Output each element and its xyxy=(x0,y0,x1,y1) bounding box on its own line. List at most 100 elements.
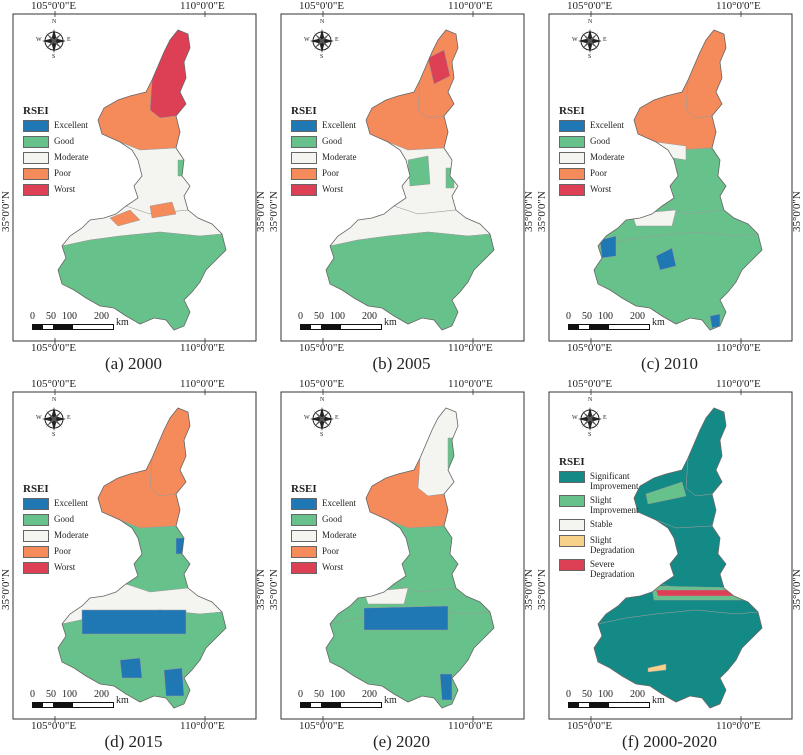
legend-label: Poor xyxy=(322,168,340,178)
lat-label-left: 35°0'0"N xyxy=(268,569,280,610)
scale-label: 100 xyxy=(62,689,77,700)
lon-label-top-right: 110°0'0"E xyxy=(180,0,225,12)
legend-label: Worst xyxy=(54,562,76,572)
scale-label: 100 xyxy=(598,689,613,700)
legend-swatch xyxy=(291,562,317,574)
scale-label: 0 xyxy=(298,689,303,700)
lat-label-right: 35°0'0"N xyxy=(791,191,803,232)
lon-label-top-left: 105°0'0"E xyxy=(567,378,613,390)
map-svg xyxy=(280,389,525,722)
legend-item: Excellent xyxy=(23,120,104,132)
region-polygon xyxy=(599,235,617,259)
lat-label-left: 35°0'0"N xyxy=(0,191,12,232)
legend-swatch xyxy=(559,535,585,547)
lon-label-top-right: 110°0'0"E xyxy=(716,378,761,390)
compass-n: N xyxy=(588,397,593,403)
legend-item: Poor xyxy=(23,168,104,180)
legend-swatch xyxy=(23,136,49,148)
province-outline xyxy=(593,29,763,331)
legend-item: Slight Improvement xyxy=(559,495,640,515)
map-panel: 105°0'0"E 110°0'0"E 105°0'0"E 110°0'0"E 35°0… xyxy=(268,0,535,377)
legend-label: Excellent xyxy=(322,498,356,508)
legend-title: RSEI xyxy=(291,483,317,495)
lon-label-bottom-left: 105°0'0"E xyxy=(567,342,613,354)
lon-label-bottom-left: 105°0'0"E xyxy=(31,342,77,354)
legend-label: Poor xyxy=(590,168,608,178)
lon-label-top-left: 105°0'0"E xyxy=(567,0,613,12)
lon-label-top-right: 110°0'0"E xyxy=(716,0,761,12)
legend-label: Significant Improvement xyxy=(590,471,639,491)
legend-item: Worst xyxy=(23,562,104,574)
compass-w: W xyxy=(304,37,310,43)
map-panel: 105°0'0"E 110°0'0"E 105°0'0"E 110°0'0"E 35°0… xyxy=(268,378,535,755)
lon-label-top-left: 105°0'0"E xyxy=(31,0,77,12)
compass-s: S xyxy=(52,432,56,438)
legend-swatch xyxy=(291,530,317,542)
lat-label-right: 35°0'0"N xyxy=(523,191,535,232)
legend-item: Good xyxy=(291,514,372,526)
legend-label: Excellent xyxy=(322,120,356,130)
legend-label: Worst xyxy=(590,184,612,194)
north-arrow-icon: N S W E xyxy=(36,397,72,438)
legend-title: RSEI xyxy=(23,483,49,495)
north-arrow-icon: N S W E xyxy=(304,19,340,60)
legend-label: Slight Degradation xyxy=(590,535,635,555)
scale-label: 100 xyxy=(330,689,345,700)
compass-w: W xyxy=(572,37,578,43)
scale-unit: km xyxy=(652,317,665,328)
legend-swatch xyxy=(291,498,317,510)
lat-label-left: 35°0'0"N xyxy=(268,191,280,232)
lat-label-right: 35°0'0"N xyxy=(523,569,535,610)
legend-label: Good xyxy=(590,136,610,146)
lat-label-right: 35°0'0"N xyxy=(255,569,267,610)
legend-swatch xyxy=(291,120,317,132)
scale-label: 200 xyxy=(630,689,645,700)
lon-label-bottom-right: 110°0'0"E xyxy=(448,342,493,354)
region-polygon xyxy=(81,609,187,635)
legend-item: Moderate xyxy=(559,152,640,164)
compass-e: E xyxy=(67,37,71,43)
region-polygon xyxy=(709,313,721,329)
legend: RSEI Excellent Good Moderate Poor Worst xyxy=(23,483,104,578)
legend-item: Poor xyxy=(291,546,372,558)
scale-label: 100 xyxy=(330,311,345,322)
lon-label-bottom-left: 105°0'0"E xyxy=(567,720,613,732)
region-polygon xyxy=(655,247,677,271)
scale-label: 200 xyxy=(94,689,109,700)
region-layer xyxy=(58,408,226,708)
scale-label: 50 xyxy=(46,689,56,700)
legend-swatch xyxy=(291,546,317,558)
legend-swatch xyxy=(559,168,585,180)
region-polygon xyxy=(407,155,431,187)
region-polygon xyxy=(427,49,451,85)
lon-label-bottom-left: 105°0'0"E xyxy=(31,720,77,732)
region-polygon xyxy=(119,657,143,679)
lon-label-bottom-right: 110°0'0"E xyxy=(448,720,493,732)
lat-label-right: 35°0'0"N xyxy=(791,569,803,610)
legend-swatch xyxy=(559,471,585,483)
scale-label: 200 xyxy=(362,689,377,700)
legend-title: RSEI xyxy=(559,105,585,117)
north-arrow-icon: N S W E xyxy=(304,397,340,438)
lon-label-top-left: 105°0'0"E xyxy=(299,0,345,12)
panel-caption: (c) 2010 xyxy=(640,354,699,373)
compass-e: E xyxy=(603,37,607,43)
legend-item: Good xyxy=(291,136,372,148)
map-svg xyxy=(548,389,793,722)
legend-label: Moderate xyxy=(54,530,89,540)
legend-label: Good xyxy=(54,136,74,146)
map-panel: 105°0'0"E 110°0'0"E 105°0'0"E 110°0'0"E 35°0… xyxy=(0,0,267,377)
legend-swatch xyxy=(559,519,585,531)
scale-label: 0 xyxy=(566,689,571,700)
legend-label: Slight Improvement xyxy=(590,495,639,515)
legend-item: Good xyxy=(559,136,640,148)
legend-label: Severe Degradation xyxy=(590,559,635,579)
region-layer xyxy=(594,30,762,330)
legend-swatch xyxy=(291,152,317,164)
legend-item: Worst xyxy=(23,184,104,196)
scale-label: 50 xyxy=(46,311,56,322)
scale-label: 200 xyxy=(630,311,645,322)
legend-swatch xyxy=(559,120,585,132)
compass-w: W xyxy=(36,37,42,43)
legend-swatch xyxy=(559,559,585,571)
